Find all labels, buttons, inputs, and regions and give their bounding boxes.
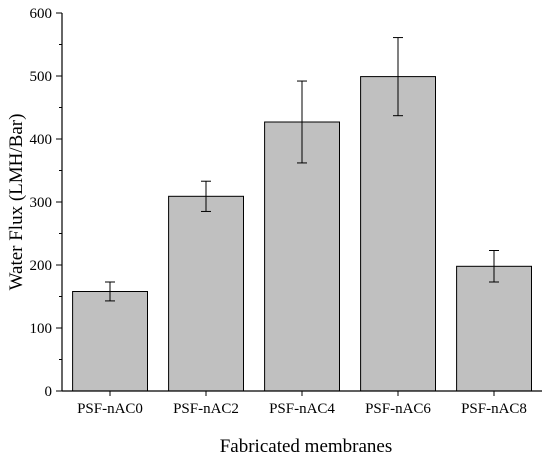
x-tick-label-PSF-nAC8: PSF-nAC8	[461, 401, 527, 417]
x-tick-label-PSF-nAC2: PSF-nAC2	[173, 401, 239, 417]
y-tick-label: 400	[30, 132, 53, 148]
x-tick-label-PSF-nAC0: PSF-nAC0	[77, 401, 143, 417]
bar-PSF-nAC8	[456, 265, 533, 392]
y-tick-label: 300	[30, 195, 53, 211]
error-bar-PSF-nAC6	[393, 37, 403, 117]
y-axis-label: Water Flux (LMH/Bar)	[6, 114, 27, 291]
x-axis-label: Fabricated membranes	[220, 436, 393, 457]
y-tick-label: 500	[30, 69, 53, 85]
x-ticks-layer: PSF-nAC0 PSF-nAC2 PSF-nAC4 PSF-nAC6 PSF-nAC8	[77, 391, 527, 417]
error-bar-PSF-nAC2	[201, 180, 211, 212]
y-tick-label: 600	[30, 6, 53, 22]
error-bar-PSF-nAC4	[297, 80, 307, 164]
y-tick-label: 200	[30, 258, 53, 274]
error-bar-PSF-nAC8	[489, 250, 499, 283]
error-bar-PSF-nAC0	[105, 281, 115, 302]
x-tick-label-PSF-nAC6: PSF-nAC6	[365, 401, 431, 417]
bar-PSF-nAC6	[360, 76, 437, 392]
bar-PSF-nAC2	[168, 195, 245, 392]
y-tick-label: 100	[30, 321, 53, 337]
y-ticks-layer: 0 100 200 300 400 500 600	[30, 6, 62, 400]
error-bars-layer	[105, 37, 499, 302]
bar-PSF-nAC0	[72, 291, 148, 392]
y-tick-label: 0	[45, 384, 53, 400]
x-tick-label-PSF-nAC4: PSF-nAC4	[269, 401, 335, 417]
